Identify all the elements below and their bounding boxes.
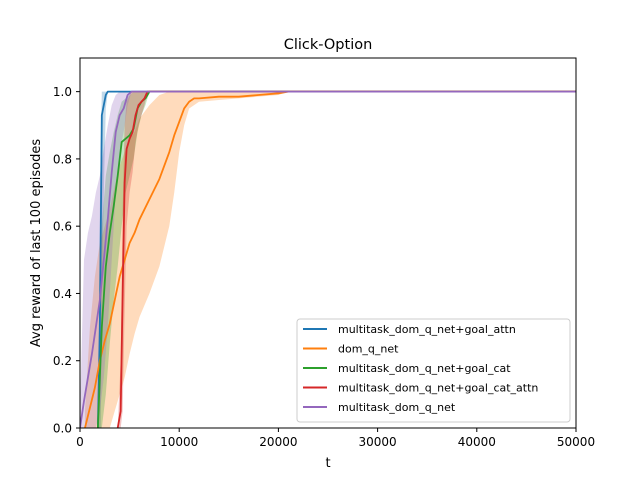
legend: multitask_dom_q_net+goal_attn dom_q_netmu… xyxy=(296,318,571,423)
legend-label: multitask_dom_q_net xyxy=(338,401,456,414)
y-tick-label: 0.4 xyxy=(53,287,72,301)
y-tick-label: 0.0 xyxy=(53,422,72,436)
series-lines xyxy=(80,90,576,428)
chart-title: Click-Option xyxy=(284,37,373,53)
legend-label: dom_q_net xyxy=(338,343,399,356)
y-tick-label: 0.6 xyxy=(53,220,72,234)
x-tick-label: 0 xyxy=(76,435,84,449)
x-tick-label: 30000 xyxy=(359,435,397,449)
axes-frame xyxy=(79,57,577,429)
x-tick-label: 10000 xyxy=(160,435,198,449)
y-tick-label: 0.2 xyxy=(53,354,72,368)
legend-box xyxy=(296,318,571,423)
series-line-multitask_dom_q_net+goal_cat_attn xyxy=(116,90,576,428)
x-tick-label: 50000 xyxy=(557,435,595,449)
x-tick-label: 20000 xyxy=(259,435,297,449)
series-line-dom_q_net xyxy=(84,90,576,428)
legend-label: multitask_dom_q_net+goal_cat_attn xyxy=(338,382,538,395)
y-tick-label: 1.0 xyxy=(53,85,72,99)
x-axis-label: t xyxy=(325,456,330,471)
y-axis-ticks: 0.0 0.2 0.4 0.6 0.8 1.0 xyxy=(53,85,80,436)
legend-label: multitask_dom_q_net+goal_cat xyxy=(338,362,511,375)
legend-label: multitask_dom_q_net+goal_attn xyxy=(338,323,516,336)
y-axis-label: Avg reward of last 100 episodes xyxy=(29,139,44,347)
y-tick-label: 0.8 xyxy=(53,152,72,166)
x-axis-ticks: 0 10000 20000 30000 40000 50000 xyxy=(76,428,595,449)
x-tick-label: 40000 xyxy=(458,435,496,449)
series-line-multitask_dom_q_net xyxy=(80,90,576,428)
